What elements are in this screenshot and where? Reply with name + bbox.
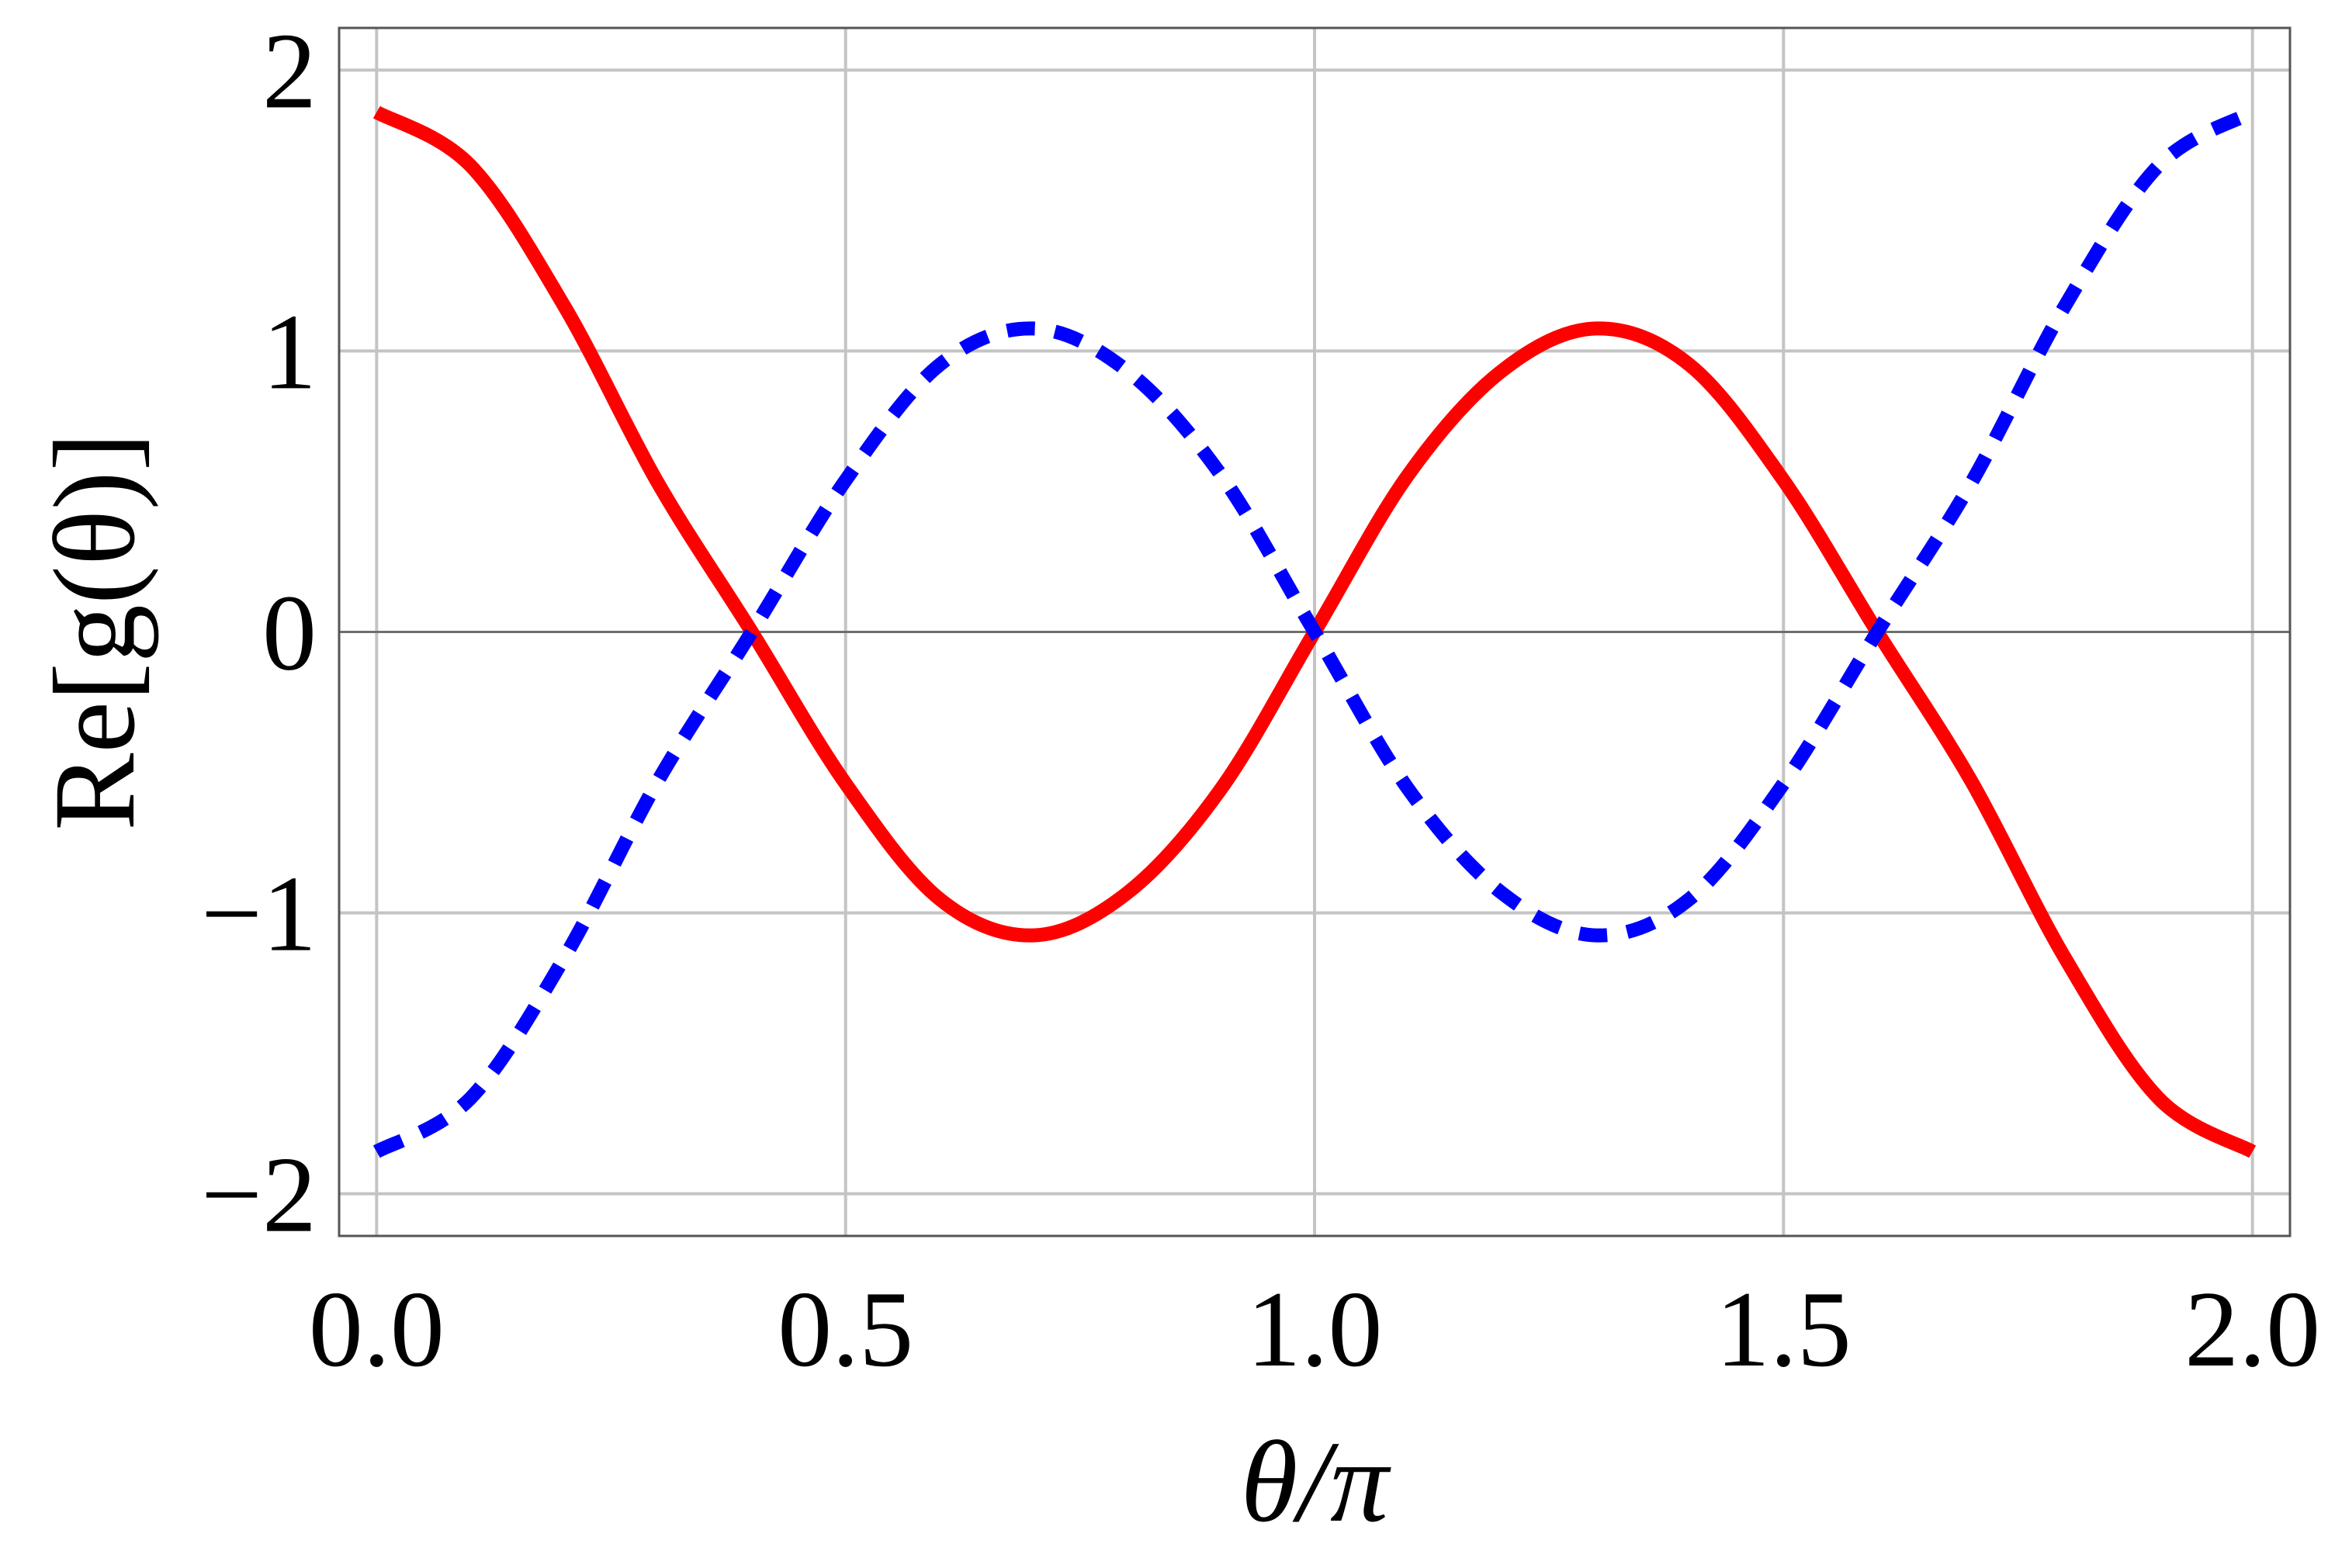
series-line-2 xyxy=(372,106,2257,1158)
x-tick-label: 0.5 xyxy=(778,1269,913,1390)
x-axis-label: θ/π xyxy=(1241,1417,1391,1546)
y-axis-label: Re[g(θ)] xyxy=(30,432,159,830)
y-tick-label: 0 xyxy=(262,573,317,694)
x-tick-label: 1.0 xyxy=(1247,1269,1383,1390)
x-tick-labels: 0.0 0.5 1.0 1.5 2.0 xyxy=(309,1269,2320,1390)
y-tick-label: 2 xyxy=(262,11,317,131)
x-tick-label: 2.0 xyxy=(2184,1269,2320,1390)
plot-frame xyxy=(338,26,2292,1237)
x-tick-label: 0.0 xyxy=(309,1269,445,1390)
y-tick-label: −2 xyxy=(201,1135,317,1255)
x-tick-label: 1.5 xyxy=(1716,1269,1852,1390)
y-tick-label: −1 xyxy=(201,854,317,974)
y-tick-label: 1 xyxy=(262,292,317,412)
y-tick-labels: −2 −1 0 1 2 xyxy=(201,11,317,1255)
series-layer xyxy=(372,106,2257,1158)
